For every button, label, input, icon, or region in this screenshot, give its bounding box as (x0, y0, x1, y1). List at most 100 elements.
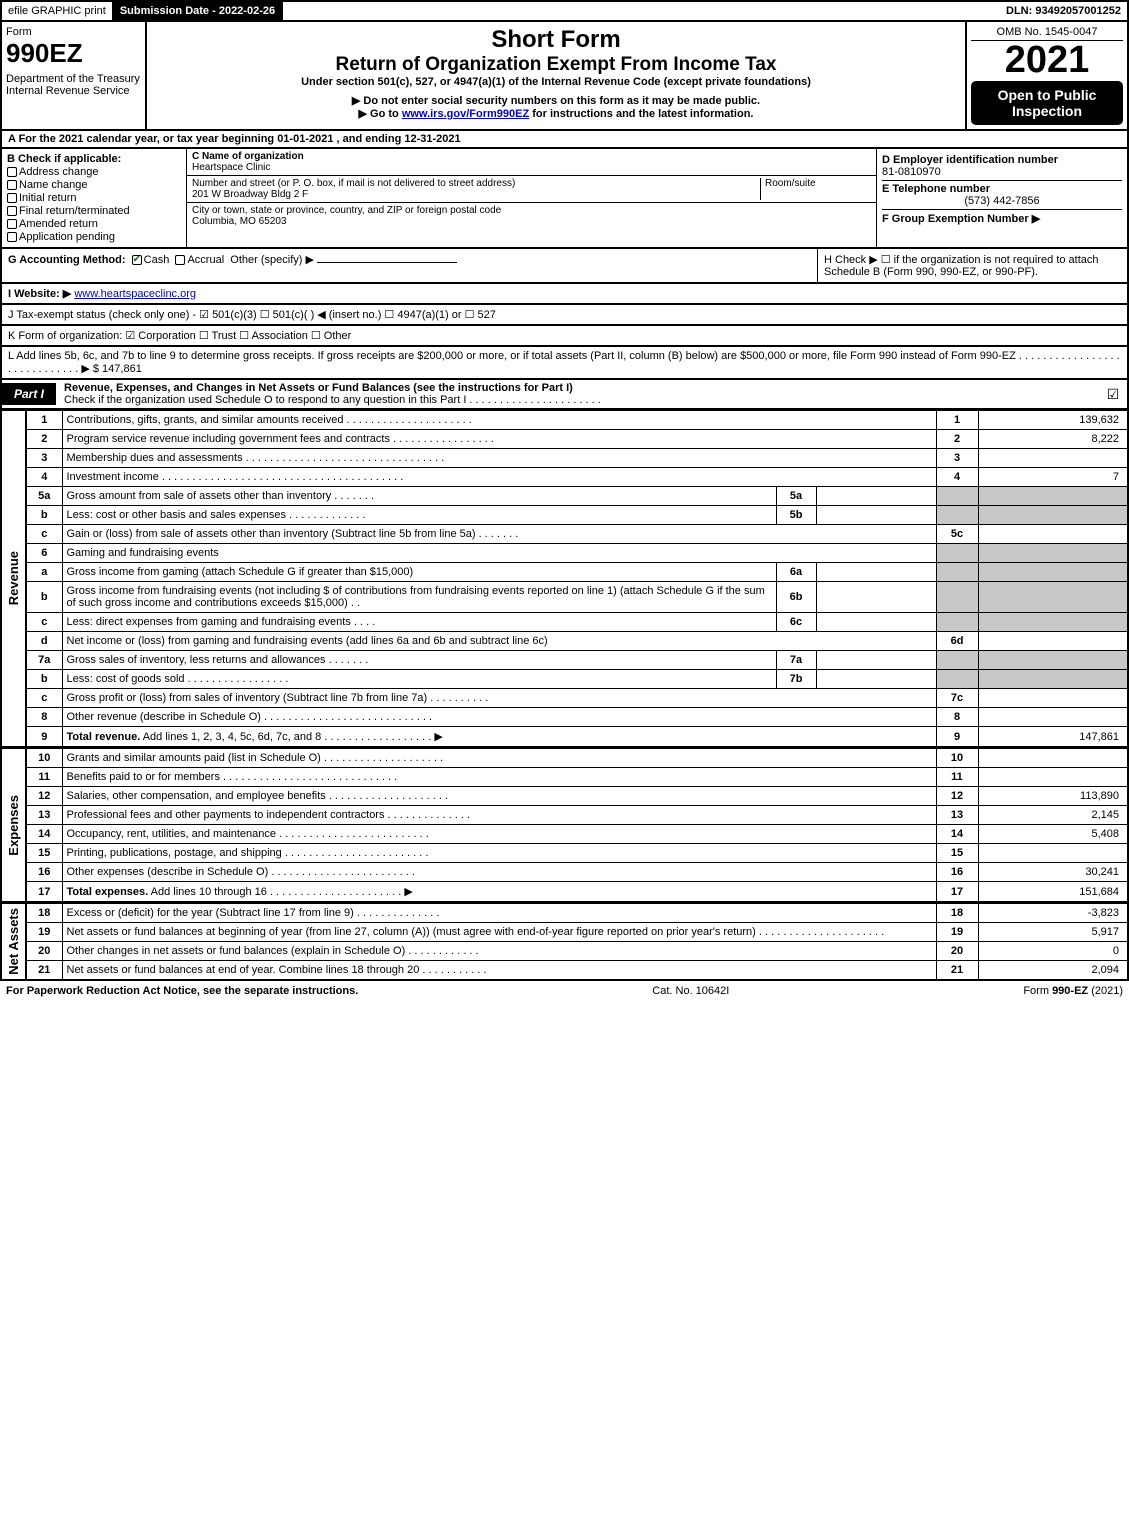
line-mid-val (816, 563, 936, 582)
form-id-block: Form 990EZ Department of the Treasury In… (2, 22, 147, 129)
line-desc: Occupancy, rent, utilities, and maintena… (62, 825, 936, 844)
line-desc: Less: cost or other basis and sales expe… (62, 506, 776, 525)
line-mid-num: 5a (776, 487, 816, 506)
line-number: 11 (26, 768, 62, 787)
line-right-num (936, 651, 978, 670)
info-block: B Check if applicable: Address change Na… (0, 149, 1129, 249)
line-number: 7a (26, 651, 62, 670)
line-amount: 5,408 (978, 825, 1128, 844)
line-amount: 8,222 (978, 430, 1128, 449)
line-row: cGain or (loss) from sale of assets othe… (1, 525, 1128, 544)
line-right-num: 2 (936, 430, 978, 449)
irs-link[interactable]: www.irs.gov/Form990EZ (402, 108, 529, 120)
line-amount: 151,684 (978, 882, 1128, 903)
line-mid-val (816, 670, 936, 689)
line-mid-val (816, 613, 936, 632)
line-right-num: 11 (936, 768, 978, 787)
line-mid-num: 6c (776, 613, 816, 632)
line-desc: Salaries, other compensation, and employ… (62, 787, 936, 806)
efile-print-label[interactable]: efile GRAPHIC print (2, 2, 114, 20)
ein-value: 81-0810970 (882, 166, 1122, 178)
line-amount (978, 506, 1128, 525)
line-amount (978, 689, 1128, 708)
line-number: 3 (26, 449, 62, 468)
box-b-label: B Check if applicable: (7, 153, 181, 165)
chk-name-change[interactable]: Name change (19, 179, 88, 191)
line-number: 12 (26, 787, 62, 806)
line-right-num: 16 (936, 863, 978, 882)
chk-accrual[interactable] (175, 255, 185, 265)
row-k: K Form of organization: ☑ Corporation ☐ … (0, 326, 1129, 347)
line-desc: Professional fees and other payments to … (62, 806, 936, 825)
line-desc: Less: cost of goods sold . . . . . . . .… (62, 670, 776, 689)
line-mid-val (816, 506, 936, 525)
top-bar: efile GRAPHIC print Submission Date - 20… (0, 0, 1129, 22)
line-row: 14Occupancy, rent, utilities, and mainte… (1, 825, 1128, 844)
line-desc: Other expenses (describe in Schedule O) … (62, 863, 936, 882)
chk-address-change[interactable]: Address change (19, 166, 99, 178)
line-desc: Net assets or fund balances at beginning… (62, 923, 936, 942)
chk-application-pending[interactable]: Application pending (19, 231, 115, 243)
line-desc: Other revenue (describe in Schedule O) .… (62, 708, 936, 727)
line-number: d (26, 632, 62, 651)
line-right-num (936, 487, 978, 506)
line-desc: Total revenue. Add lines 1, 2, 3, 4, 5c,… (62, 727, 936, 748)
line-right-num (936, 544, 978, 563)
line-row: 21Net assets or fund balances at end of … (1, 961, 1128, 981)
box-def: D Employer identification number 81-0810… (877, 149, 1127, 247)
line-mid-val (816, 487, 936, 506)
line-amount: 2,094 (978, 961, 1128, 981)
line-amount (978, 749, 1128, 768)
line-right-num: 17 (936, 882, 978, 903)
part1-schedule-o-check[interactable]: ☑ (1099, 386, 1127, 403)
line-right-num: 21 (936, 961, 978, 981)
line-desc: Net income or (loss) from gaming and fun… (62, 632, 936, 651)
line-row: 8Other revenue (describe in Schedule O) … (1, 708, 1128, 727)
revenue-vert-label: Revenue (1, 411, 26, 748)
line-right-num: 12 (936, 787, 978, 806)
line-mid-num: 6b (776, 582, 816, 613)
line-number: 9 (26, 727, 62, 748)
line-row: 5aGross amount from sale of assets other… (1, 487, 1128, 506)
line-desc: Investment income . . . . . . . . . . . … (62, 468, 936, 487)
form-footer-id: Form 990-EZ (2021) (1023, 985, 1123, 997)
line-desc: Gross income from fundraising events (no… (62, 582, 776, 613)
line-row: 12Salaries, other compensation, and empl… (1, 787, 1128, 806)
line-row: 2Program service revenue including gover… (1, 430, 1128, 449)
line-row: 15Printing, publications, postage, and s… (1, 844, 1128, 863)
chk-final-return[interactable]: Final return/terminated (19, 205, 130, 217)
line-number: c (26, 613, 62, 632)
addr-label: Number and street (or P. O. box, if mail… (192, 178, 756, 189)
line-right-num (936, 613, 978, 632)
box-g: G Accounting Method: Cash Accrual Other … (2, 249, 817, 282)
chk-cash[interactable] (132, 255, 142, 265)
accounting-method-label: G Accounting Method: (8, 254, 126, 266)
line-amount (978, 582, 1128, 613)
line-amount (978, 525, 1128, 544)
line-amount: 0 (978, 942, 1128, 961)
line-right-num (936, 563, 978, 582)
line-right-num (936, 582, 978, 613)
form-label: Form (6, 26, 141, 38)
line-right-num: 20 (936, 942, 978, 961)
catalog-number: Cat. No. 10642I (652, 985, 729, 997)
line-mid-val (816, 651, 936, 670)
ssn-warning: ▶ Do not enter social security numbers o… (155, 94, 957, 107)
website-link[interactable]: www.heartspaceclinc.org (74, 288, 196, 300)
line-right-num (936, 506, 978, 525)
line-desc: Printing, publications, postage, and shi… (62, 844, 936, 863)
line-number: b (26, 582, 62, 613)
chk-amended-return[interactable]: Amended return (19, 218, 98, 230)
line-amount: 7 (978, 468, 1128, 487)
line-right-num: 3 (936, 449, 978, 468)
line-number: 6 (26, 544, 62, 563)
line-number: 2 (26, 430, 62, 449)
org-address: 201 W Broadway Bldg 2 F (192, 189, 756, 200)
chk-initial-return[interactable]: Initial return (19, 192, 76, 204)
line-row: 13Professional fees and other payments t… (1, 806, 1128, 825)
line-amount: 5,917 (978, 923, 1128, 942)
room-suite-label: Room/suite (761, 178, 871, 200)
part1-tag: Part I (2, 383, 56, 405)
line-row: 4Investment income . . . . . . . . . . .… (1, 468, 1128, 487)
line-right-num: 7c (936, 689, 978, 708)
